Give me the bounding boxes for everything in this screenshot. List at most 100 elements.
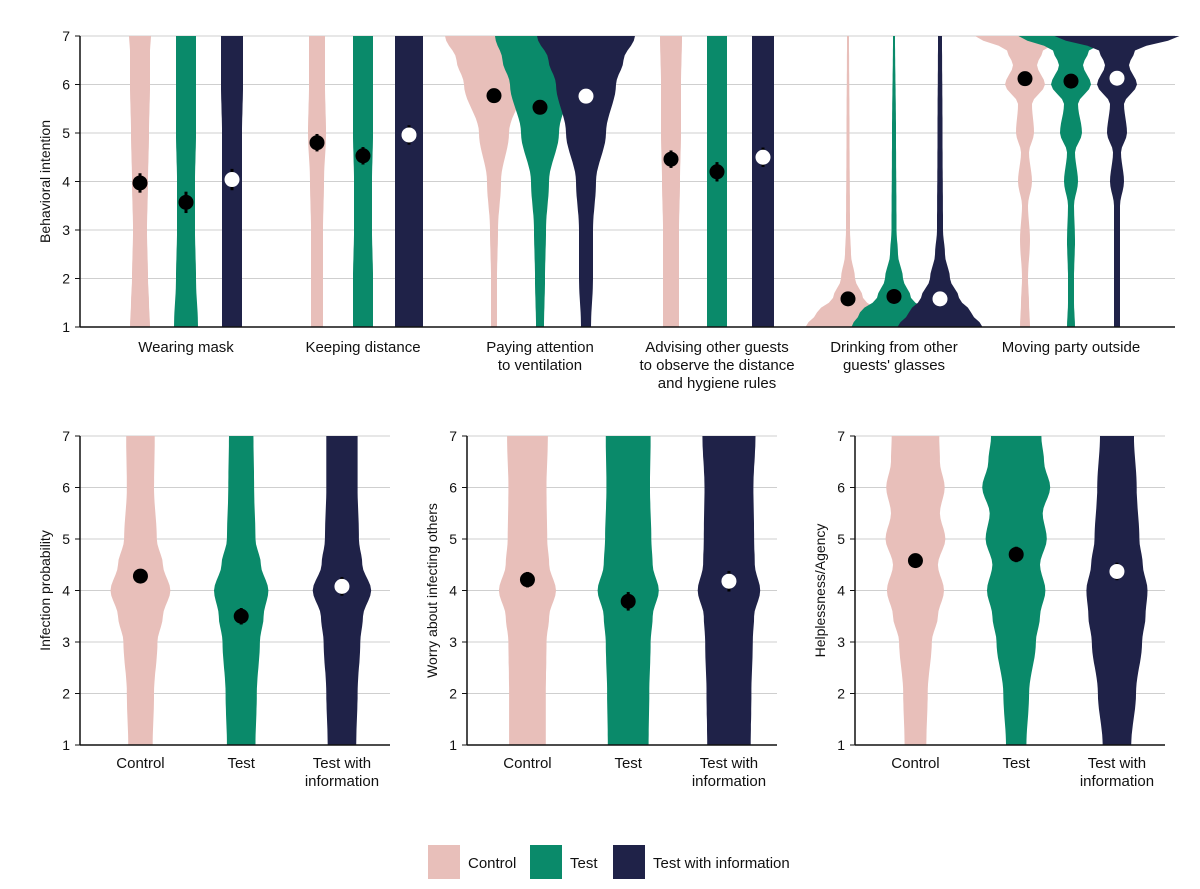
- mean-point-worry-test-with-information: [721, 573, 737, 589]
- legend-item-test-with-information: Test with information: [613, 845, 790, 879]
- violin-infection-control: [110, 436, 171, 745]
- mean-point-helplessness-control: [907, 553, 923, 569]
- mean-point-drinking-from-other-guests-glasses-test: [886, 288, 902, 304]
- y-tick-label: 1: [837, 737, 845, 753]
- violin-keeping-distance-test: [353, 36, 373, 327]
- category-drinking-from-other-guests-glasses: [805, 36, 983, 327]
- violin-helplessness-control: [885, 436, 946, 745]
- mean-point-wearing-mask-test: [178, 194, 194, 210]
- helplessness-panel: 1 2 3 4 5 6 7 Helplessness/Agency Control Test Tes…: [812, 428, 1165, 790]
- y-tick-label: 4: [62, 583, 70, 599]
- mean-point-advising-other-guests-to-observe-the-distance-and-hygiene-rules-test: [709, 164, 725, 180]
- legend: Control Test Test with information: [428, 845, 790, 879]
- y-tick-label: 6: [449, 480, 457, 496]
- violin-keeping-distance-control: [308, 36, 326, 327]
- category-label-control: Control: [891, 755, 939, 772]
- category-label-control: Control: [503, 755, 551, 772]
- violin-drinking-from-other-guests-glasses-test: [851, 36, 937, 327]
- y-tick-label: 3: [837, 634, 845, 650]
- category-label-test: Test: [1002, 755, 1030, 772]
- mean-point-paying-attention-to-ventilation-test-with-information: [578, 88, 594, 104]
- y-tick-label: 4: [837, 583, 845, 599]
- mean-point-worry-control: [519, 572, 535, 588]
- category-label-test-with-information: Test with information: [692, 755, 766, 790]
- y-tick-label: 3: [62, 222, 70, 238]
- violin-helplessness-test: [982, 436, 1051, 745]
- legend-item-test: Test: [530, 845, 598, 879]
- mean-point-drinking-from-other-guests-glasses-control: [840, 291, 856, 307]
- mean-point-advising-other-guests-to-observe-the-distance-and-hygiene-rules-test-with-information: [755, 149, 771, 165]
- mean-point-wearing-mask-test-with-information: [224, 172, 240, 188]
- y-tick-label: 5: [62, 531, 70, 547]
- legend-swatch-test-with-information: [613, 845, 645, 879]
- y-tick-label: 3: [449, 634, 457, 650]
- y-tick-label: 1: [62, 737, 70, 753]
- category-advising-other-guests-to-observe-the-distance-and-hygiene-rules: [660, 36, 774, 327]
- y-tick-label: 6: [837, 480, 845, 496]
- category-label-test-with-information: Test with information: [305, 755, 379, 790]
- y-tick-label: 6: [62, 77, 70, 93]
- y-tick-label: 2: [62, 686, 70, 702]
- category-paying-attention-to-ventilation: [445, 36, 635, 327]
- legend-label-control: Control: [468, 855, 516, 872]
- category-moving-party-outside: [975, 36, 1180, 327]
- y-tick-label: 7: [837, 428, 845, 444]
- y-tick-label: 7: [62, 428, 70, 444]
- y-tick-label: 2: [449, 686, 457, 702]
- y-tick-label: 2: [62, 271, 70, 287]
- mean-point-keeping-distance-test-with-information: [401, 127, 417, 143]
- violin-advising-other-guests-to-observe-the-distance-and-hygiene-rules-control: [660, 36, 682, 327]
- category-label-paying-attention-to-ventilation: Paying attention to ventilation: [486, 339, 594, 374]
- legend-swatch-control: [428, 845, 460, 879]
- mean-point-moving-party-outside-control: [1017, 71, 1033, 87]
- violin-moving-party-outside-test: [1018, 36, 1124, 327]
- violin-keeping-distance-test-with-information: [395, 36, 423, 327]
- category-label-control: Control: [116, 755, 164, 772]
- violin-drinking-from-other-guests-glasses-test-with-information: [897, 36, 983, 327]
- category-label-drinking-from-other-guests-glasses: Drinking from other guests' glasses: [830, 339, 958, 374]
- mean-point-infection-test: [233, 608, 249, 624]
- y-tick-label: 6: [62, 480, 70, 496]
- violin-worry-test: [597, 436, 659, 745]
- legend-item-control: Control: [428, 845, 516, 879]
- y-tick-label: 4: [62, 174, 70, 190]
- y-tick-label: 1: [62, 319, 70, 335]
- mean-point-wearing-mask-control: [132, 175, 148, 191]
- y-tick-label: 1: [449, 737, 457, 753]
- mean-point-keeping-distance-control: [309, 135, 325, 151]
- infection-probability-panel: 1 2 3 4 5 6 7 Infection probability Control Test T…: [37, 428, 390, 790]
- category-label-advising-other-guests-to-observe-the-distance-and-hygiene-rules: Advising other guests to observe the dist…: [639, 339, 794, 392]
- mean-point-advising-other-guests-to-observe-the-distance-and-hygiene-rules-control: [663, 151, 679, 167]
- violin-infection-test: [214, 436, 269, 745]
- y-tick-label: 5: [837, 531, 845, 547]
- category-label-keeping-distance: Keeping distance: [305, 339, 420, 356]
- legend-label-test-with-information: Test with information: [653, 855, 790, 872]
- y-tick-label: 5: [449, 531, 457, 547]
- violin-paying-attention-to-ventilation-test-with-information: [537, 36, 635, 327]
- mean-point-moving-party-outside-test: [1063, 73, 1079, 89]
- violin-drinking-from-other-guests-glasses-control: [805, 36, 891, 327]
- category-label-test: Test: [614, 755, 642, 772]
- mean-point-drinking-from-other-guests-glasses-test-with-information: [932, 291, 948, 307]
- violin-helplessness-test-with-information: [1086, 436, 1148, 745]
- mean-point-worry-test: [620, 593, 636, 609]
- legend-swatch-test: [530, 845, 562, 879]
- violin-wearing-mask-test: [174, 36, 198, 327]
- violin-moving-party-outside-control: [975, 36, 1075, 327]
- mean-point-infection-control: [132, 568, 148, 584]
- worry-panel: 1 2 3 4 5 6 7 Worry about infecting others Contr…: [424, 428, 777, 790]
- y-tick-label: 2: [837, 686, 845, 702]
- y-tick-label: 5: [62, 125, 70, 141]
- category-keeping-distance: [308, 36, 423, 327]
- y-axis-title: Infection probability: [37, 530, 53, 651]
- y-tick-label: 7: [62, 28, 70, 44]
- y-axis-title: Behavioral intention: [37, 120, 53, 243]
- mean-point-keeping-distance-test: [355, 148, 371, 164]
- violin-worry-control: [498, 436, 556, 745]
- mean-point-moving-party-outside-test-with-information: [1109, 70, 1125, 86]
- y-tick-label: 4: [449, 583, 457, 599]
- category-label-test: Test: [227, 755, 255, 772]
- violin-advising-other-guests-to-observe-the-distance-and-hygiene-rules-test-with-information: [752, 36, 774, 327]
- category-label-moving-party-outside: Moving party outside: [1002, 339, 1140, 356]
